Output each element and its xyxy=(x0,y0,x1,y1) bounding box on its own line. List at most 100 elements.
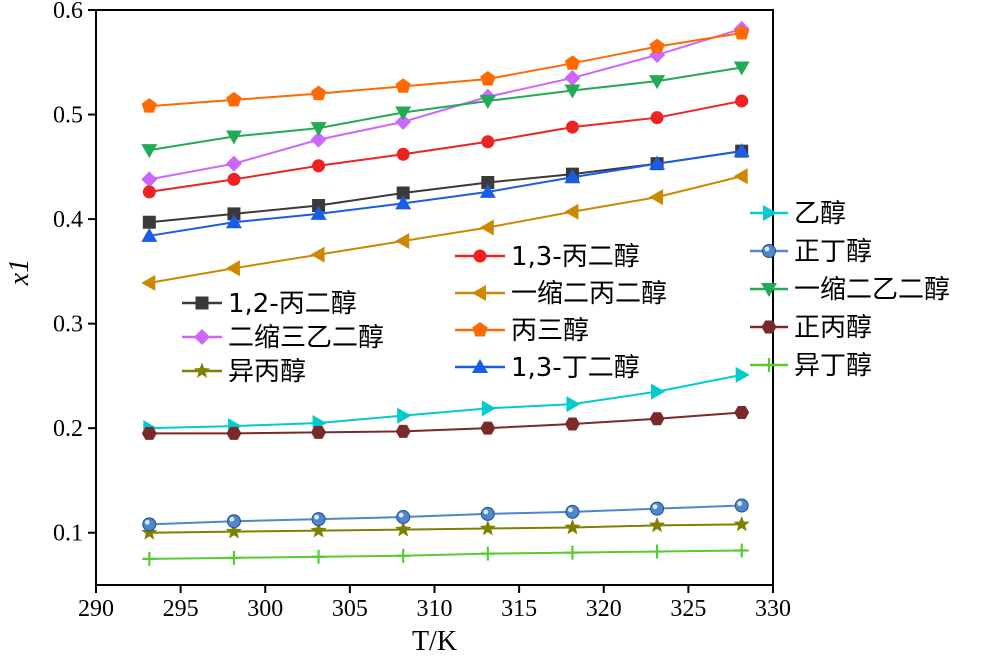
legend-label: 异丁醇 xyxy=(794,351,872,381)
legend-label: 二缩三乙二醇 xyxy=(228,323,384,353)
data-point xyxy=(396,510,411,525)
data-point xyxy=(311,512,326,527)
legend-marker xyxy=(472,285,486,301)
data-point xyxy=(734,25,750,40)
y-axis-title: x1 xyxy=(4,259,35,286)
data-point xyxy=(649,189,664,206)
series-line xyxy=(149,504,742,526)
data-point xyxy=(397,407,412,424)
data-point xyxy=(225,523,243,539)
data-point-highlight xyxy=(737,501,743,506)
data-point xyxy=(227,207,241,221)
data-point xyxy=(735,94,749,108)
data-point xyxy=(395,521,412,537)
data-point xyxy=(565,504,580,519)
data-point xyxy=(226,514,241,529)
series-5 xyxy=(141,25,750,113)
data-point xyxy=(480,506,495,521)
data-point xyxy=(564,84,581,99)
data-point xyxy=(141,144,158,159)
data-point xyxy=(396,548,411,563)
series-layer xyxy=(141,20,750,566)
legend-label: 正丙醇 xyxy=(794,313,872,343)
series-line xyxy=(149,175,742,284)
data-point xyxy=(479,219,494,236)
data-point xyxy=(481,176,495,189)
x-tick-label: 305 xyxy=(332,596,368,622)
data-point xyxy=(141,426,157,440)
series-3 xyxy=(142,94,749,199)
data-point xyxy=(480,546,495,561)
data-point xyxy=(225,214,242,229)
legend-marker xyxy=(472,322,488,337)
data-point xyxy=(481,400,496,417)
data-point-highlight xyxy=(144,519,150,525)
data-point xyxy=(396,186,410,200)
legend-marker xyxy=(761,320,777,334)
series-line xyxy=(149,66,742,152)
x-tick-label: 315 xyxy=(501,596,537,622)
data-point xyxy=(395,195,412,210)
legend-label: 1,3-丙二醇 xyxy=(511,242,640,272)
data-point xyxy=(395,424,411,438)
data-point xyxy=(649,412,665,426)
data-point xyxy=(735,366,750,383)
legend-marker xyxy=(761,283,777,297)
data-point xyxy=(225,130,242,145)
data-point xyxy=(564,169,581,184)
series-6 xyxy=(141,143,750,242)
data-point xyxy=(734,498,749,513)
data-point xyxy=(734,406,750,419)
legend-label: 一缩二丙二醇 xyxy=(511,279,667,309)
legend-label: 丙三醇 xyxy=(511,316,589,346)
data-point xyxy=(481,135,495,149)
legend-marker xyxy=(195,296,209,310)
legend-label: 1,2-丙二醇 xyxy=(228,289,357,319)
data-point xyxy=(310,131,327,148)
data-point xyxy=(479,183,496,198)
data-point xyxy=(733,143,750,158)
series-line xyxy=(149,27,742,181)
data-point xyxy=(142,551,157,566)
legend-marker xyxy=(763,205,777,221)
data-point xyxy=(142,215,156,229)
data-point xyxy=(648,516,666,533)
data-point xyxy=(311,549,326,564)
x-tick-label: 310 xyxy=(417,596,453,622)
data-point xyxy=(564,203,579,220)
legend-label: 正丁醇 xyxy=(794,237,872,267)
series-line xyxy=(149,373,742,430)
y-tick-label: 0.1 xyxy=(53,521,83,547)
data-point xyxy=(479,94,496,109)
legend-marker xyxy=(472,359,488,373)
data-point xyxy=(311,425,327,439)
x-axis-title: T/K xyxy=(412,626,457,657)
x-tick-label: 295 xyxy=(163,596,199,622)
data-point xyxy=(733,515,750,532)
data-point xyxy=(480,421,496,435)
data-point xyxy=(142,185,156,199)
data-point xyxy=(734,543,749,558)
data-point xyxy=(650,544,665,559)
y-tick-label: 0.2 xyxy=(53,416,83,442)
y-tick-label: 0.3 xyxy=(53,312,83,338)
y-tick-label: 0.5 xyxy=(53,103,83,129)
series-8 xyxy=(142,498,749,532)
series-10 xyxy=(141,406,750,440)
series-line xyxy=(149,411,742,435)
data-point xyxy=(566,396,581,413)
legend-label: 乙醇 xyxy=(794,199,846,229)
series-2 xyxy=(141,515,750,540)
data-point xyxy=(142,517,157,532)
data-point xyxy=(141,274,156,291)
data-point xyxy=(564,417,580,431)
data-point-highlight xyxy=(483,509,489,515)
data-point xyxy=(226,426,242,440)
data-point xyxy=(649,155,666,170)
data-point xyxy=(564,519,581,535)
legend-label: 一缩二乙二醇 xyxy=(794,275,950,305)
